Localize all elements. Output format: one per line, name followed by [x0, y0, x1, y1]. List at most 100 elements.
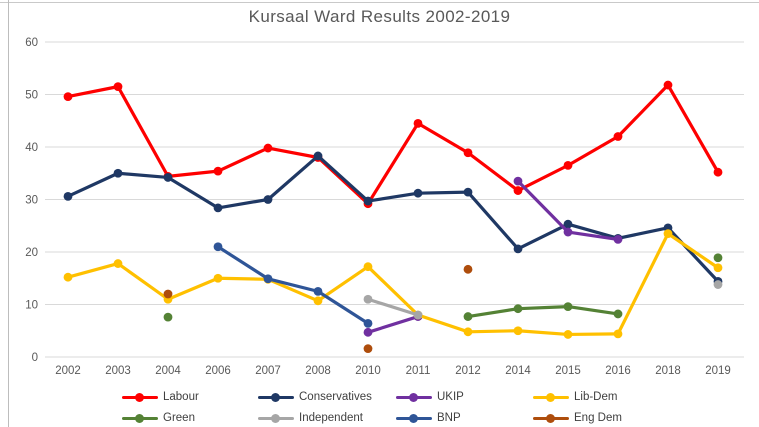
- window-border-top: [0, 2, 759, 3]
- data-point-labour: [63, 92, 73, 101]
- data-point-eng-dem: [463, 264, 473, 274]
- series-line-lib-dem: [416, 313, 470, 334]
- series-line-conservatives: [366, 191, 420, 203]
- chart-title: Kursaal Ward Results 2002-2019: [248, 7, 511, 26]
- data-point-independent: [363, 294, 373, 304]
- data-point-independent: [713, 280, 723, 289]
- series-line-green: [466, 307, 520, 319]
- x-tick-label: 2015: [555, 365, 581, 377]
- data-point-lib-dem: [63, 272, 73, 282]
- legend-label: Conservatives: [299, 391, 372, 403]
- data-point-independent: [413, 310, 423, 320]
- legend-label: Eng Dem: [574, 412, 622, 424]
- legend-label: UKIP: [437, 391, 464, 403]
- legend-item-ukip: UKIP: [396, 388, 464, 406]
- data-point-conservatives: [113, 168, 123, 178]
- series-line-labour: [266, 146, 320, 160]
- y-tick-label: 0: [32, 352, 38, 364]
- series-line-labour: [516, 163, 570, 193]
- x-tick-label: 2002: [55, 365, 81, 377]
- data-point-labour: [463, 148, 473, 158]
- series-line-conservatives: [466, 190, 520, 251]
- series-line-ukip: [566, 230, 620, 241]
- series-line-ukip: [366, 314, 420, 334]
- legend-item-green: Green: [122, 409, 195, 427]
- series-line-conservatives: [116, 171, 170, 180]
- y-tick-label: 40: [25, 142, 38, 154]
- series-line-labour: [66, 85, 120, 99]
- data-point-conservatives: [313, 151, 323, 161]
- series-line-conservatives: [166, 175, 220, 210]
- series-line-bnp: [266, 277, 320, 293]
- data-point-labour: [663, 80, 673, 90]
- data-point-eng-dem: [363, 344, 373, 353]
- series-line-lib-dem: [366, 265, 420, 317]
- legend-label: Independent: [299, 412, 363, 424]
- legend-item-eng-dem: Eng Dem: [533, 409, 622, 427]
- data-point-green: [463, 312, 473, 321]
- data-point-lib-dem: [663, 229, 673, 239]
- data-point-ukip: [613, 235, 623, 244]
- series-line-lib-dem: [666, 232, 720, 270]
- conservatives-line-marker-icon: [258, 392, 294, 402]
- series-line-labour: [366, 121, 420, 206]
- data-point-bnp: [213, 242, 223, 252]
- legend-label: BNP: [437, 412, 461, 424]
- series-line-labour: [416, 121, 470, 155]
- series-line-labour: [166, 169, 220, 178]
- y-tick-label: 20: [25, 247, 38, 259]
- data-point-labour: [113, 82, 123, 92]
- series-line-conservatives: [316, 154, 370, 203]
- legend-label: Lib-Dem: [574, 391, 618, 403]
- series-line-lib-dem: [266, 277, 320, 303]
- y-tick-label: 30: [25, 195, 38, 207]
- legend-item-conservatives: Conservatives: [258, 388, 372, 406]
- legend-row-1: Labour Conservatives UKIP Lib-Dem: [0, 388, 759, 406]
- series-line-conservatives: [416, 190, 470, 195]
- data-point-conservatives: [213, 203, 223, 213]
- data-point-labour: [213, 166, 223, 176]
- data-point-conservatives: [563, 219, 573, 229]
- eng-dem-line-marker-icon: [533, 413, 569, 423]
- window-border-left: [8, 0, 9, 427]
- series-line-green: [516, 305, 570, 311]
- legend-item-lib-dem: Lib-Dem: [533, 388, 617, 406]
- y-tick-label: 60: [25, 37, 38, 49]
- legend-label: Labour: [163, 391, 199, 403]
- x-tick-label: 2018: [655, 365, 681, 377]
- x-tick-label: 2008: [305, 365, 331, 377]
- data-point-labour: [713, 167, 723, 177]
- series-line-lib-dem: [566, 332, 620, 337]
- data-point-green: [713, 253, 723, 263]
- data-point-lib-dem: [463, 327, 473, 337]
- data-point-lib-dem: [613, 329, 623, 339]
- series-line-labour: [566, 134, 620, 167]
- x-tick-label: 2016: [605, 365, 631, 377]
- series-line-independent: [366, 297, 420, 317]
- data-point-bnp: [313, 286, 323, 296]
- series-line-conservatives: [666, 226, 720, 283]
- series-line-lib-dem: [516, 329, 570, 337]
- legend-item-independent: Independent: [258, 409, 363, 427]
- series-line-bnp: [216, 245, 270, 281]
- green-line-marker-icon: [122, 413, 158, 423]
- bnp-line-marker-icon: [396, 413, 432, 423]
- y-tick-label: 10: [25, 300, 38, 312]
- data-point-lib-dem: [313, 296, 323, 306]
- series-line-conservatives: [66, 171, 120, 198]
- data-point-conservatives: [163, 173, 173, 182]
- series-line-conservatives: [266, 154, 320, 202]
- data-point-labour: [413, 118, 423, 128]
- data-point-lib-dem: [363, 262, 373, 272]
- data-point-labour: [263, 143, 273, 153]
- data-point-lib-dem: [513, 326, 523, 336]
- data-point-conservatives: [263, 195, 273, 204]
- data-point-labour: [613, 132, 623, 141]
- data-point-green: [613, 309, 623, 319]
- ukip-line-marker-icon: [396, 392, 432, 402]
- data-point-conservatives: [63, 191, 73, 201]
- series-line-conservatives: [616, 226, 670, 240]
- legend-label: Green: [163, 412, 195, 424]
- data-point-bnp: [363, 319, 373, 328]
